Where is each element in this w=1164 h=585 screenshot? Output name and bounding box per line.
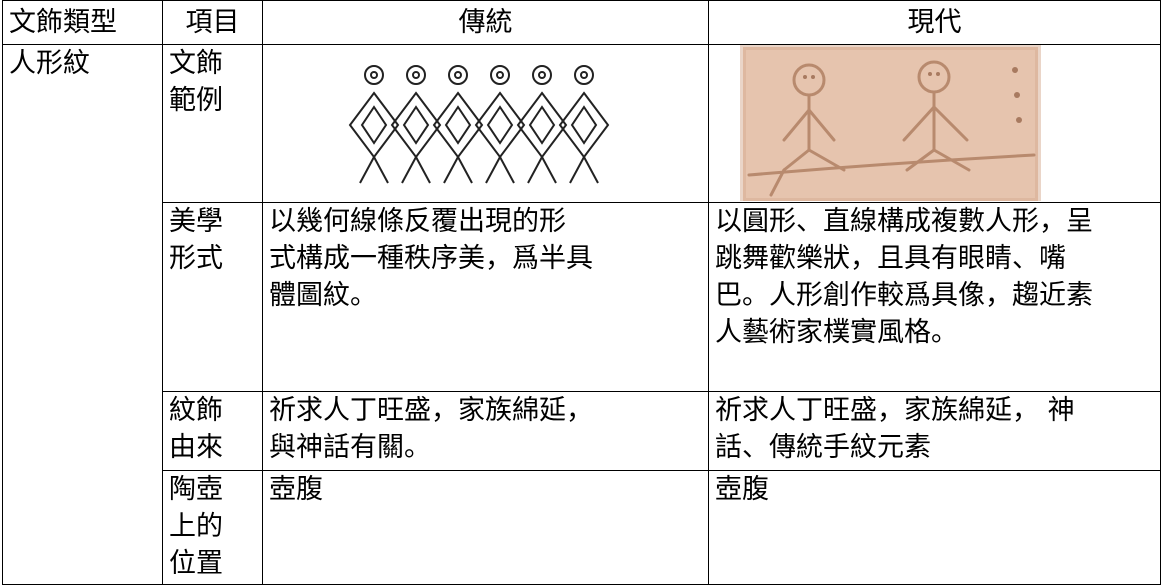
pattern-stroke (583, 156, 599, 184)
text-line: 以幾何線條反覆出現的形 (269, 206, 566, 237)
text-line: 以圓形、直線構成複數人形，呈 (715, 206, 1093, 237)
pattern-stroke (444, 105, 472, 145)
header-row: 文飾類型 項目 傳統 現代 (2, 0, 1161, 45)
pattern-stroke (415, 156, 431, 184)
text-line: 與神話有關。 (269, 432, 431, 463)
pattern-stroke (538, 71, 546, 79)
pattern-stroke (580, 71, 588, 79)
pattern-stroke (499, 156, 515, 184)
text-line: 壺腹 (269, 474, 323, 505)
item-cell: 紋飾 由來 (162, 391, 263, 471)
text-line: 體圖紋。 (269, 280, 377, 311)
text-line: 祈求人丁旺盛，家族綿延， 神 (715, 395, 1075, 426)
pattern-stroke (359, 156, 375, 184)
text-line: 文飾 (169, 48, 223, 79)
pattern-stroke (485, 156, 501, 184)
modern-pattern-image (740, 45, 1041, 201)
pattern-stroke (364, 65, 384, 85)
header-cell: 現代 (708, 0, 1161, 45)
header-cell: 文飾類型 (2, 0, 163, 45)
image-cell (262, 44, 709, 203)
row: 陶壺上的位置 壺腹 壺腹 (3, 470, 1161, 585)
text-line: 話、傳統手紋元素 (715, 432, 931, 463)
pattern-stroke (532, 65, 552, 85)
item-cell: 美學 形式 (162, 202, 263, 392)
pattern-stroke (574, 65, 594, 85)
text-line: 由來 (169, 432, 223, 463)
text-line: 上的 (169, 511, 223, 542)
header-cell: 傳統 (262, 0, 709, 45)
pattern-stroke (570, 105, 598, 145)
pattern-stroke (496, 71, 504, 79)
text-line: 形式 (169, 243, 223, 274)
pattern-stroke (490, 65, 510, 85)
pattern-stroke (448, 65, 468, 85)
pattern-stroke (528, 105, 556, 145)
pattern-stroke (370, 71, 378, 79)
text-line: 式構成一種秩序美，爲半具 (269, 243, 593, 274)
pattern-stroke (454, 71, 462, 79)
text-cell: 祈求人丁旺盛，家族綿延， 與神話有關。 (262, 391, 709, 471)
text-line: 跳舞歡樂狀，且具有眼睛、嘴 (715, 243, 1066, 274)
row: 人形紋 文飾範例 (2, 44, 1161, 585)
item-cell: 文飾 範例 (162, 44, 263, 203)
traditional-pattern-image (348, 65, 610, 184)
pattern-stroke (443, 156, 459, 184)
header-cell: 項目 (162, 0, 263, 45)
pattern-stroke (486, 105, 514, 145)
text-cell: 壺腹 (708, 470, 1161, 585)
text-line: 壺腹 (715, 474, 769, 505)
text-line: 紋飾 (169, 395, 223, 426)
text-cell: 以幾何線條反覆出現的形 式構成一種秩序美，爲半具 體圖紋。 (262, 202, 709, 392)
text-line: 陶壺 (169, 474, 223, 505)
image-cell (708, 44, 1161, 203)
pattern-stroke (541, 156, 557, 184)
pattern-stroke (457, 156, 473, 184)
item-cell: 陶壺 上的 位置 (162, 470, 263, 585)
text-line: 位置 (169, 548, 223, 579)
pattern-stroke (401, 156, 417, 184)
pattern-stroke (373, 156, 389, 184)
group-cell: 人形紋 (2, 44, 163, 585)
row: 紋飾由來 祈求人丁旺盛，家族綿延， 與神話有關。 祈求人丁旺盛，家族綿延， 神話、… (3, 391, 1161, 471)
text-cell: 以圓形、直線構成複數人形，呈 跳舞歡樂狀，且具有眼睛、嘴 巴。人形創作較爲具像，趨近… (708, 202, 1161, 392)
text-cell: 祈求人丁旺盛，家族綿延， 神話、傳統手紋元素 (708, 391, 1161, 471)
pattern-stroke (406, 65, 426, 85)
pattern-stroke (360, 105, 388, 145)
pattern-stroke (402, 105, 430, 145)
text-line: 美學 (169, 206, 223, 237)
text-cell: 壺腹 (262, 470, 709, 585)
pattern-stroke (527, 156, 543, 184)
pattern-stroke (569, 156, 585, 184)
text-line: 範例 (169, 85, 223, 116)
row: 美學形式 以幾何線條反覆出現的形 式構成一種秩序美，爲半具 體圖紋。 以圓形、直線構… (3, 202, 1161, 392)
text-line: 巴。人形創作較爲具像，趨近素 (715, 280, 1093, 311)
pattern-stroke (412, 71, 420, 79)
text-line: 祈求人丁旺盛，家族綿延， (269, 395, 593, 426)
text-line: 人藝術家樸實風格。 (715, 317, 958, 348)
